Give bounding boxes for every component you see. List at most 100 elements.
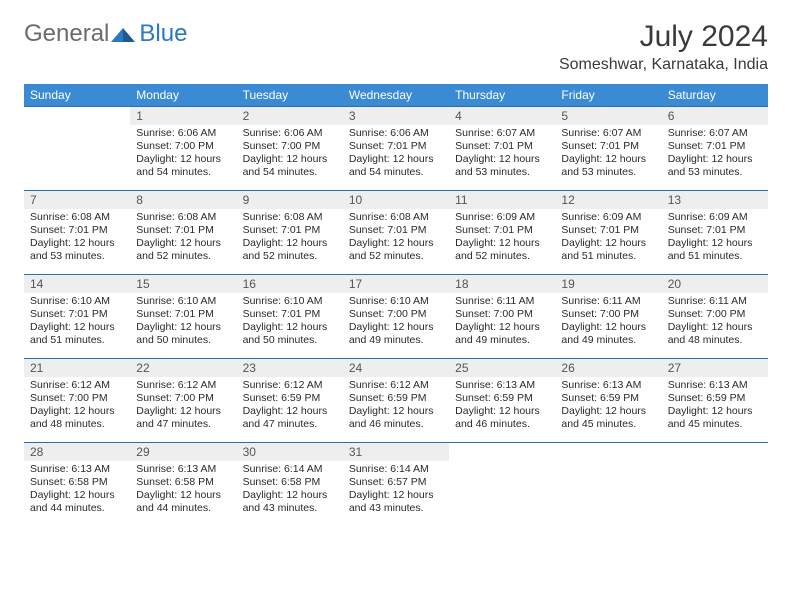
day-number: 26 (555, 359, 661, 377)
day-number: 12 (555, 191, 661, 209)
day-line: Sunset: 6:58 PM (243, 476, 337, 489)
calendar-cell: 21 Sunrise: 6:12 AMSunset: 7:00 PMDayligh… (24, 358, 130, 442)
day-line: Sunrise: 6:13 AM (561, 379, 655, 392)
calendar-cell: 2Sunrise: 6:06 AMSunset: 7:00 PMDaylight… (237, 106, 343, 190)
calendar-cell: 16Sunrise: 6:10 AMSunset: 7:01 PMDayligh… (237, 274, 343, 358)
day-line: and 52 minutes. (136, 250, 230, 263)
day-line: and 49 minutes. (349, 334, 443, 347)
day-line: Sunset: 7:00 PM (349, 308, 443, 321)
day-line: Sunset: 7:00 PM (30, 392, 124, 405)
day-line: Sunset: 7:00 PM (455, 308, 549, 321)
day-line: Daylight: 12 hours (668, 405, 762, 418)
day-line: Daylight: 12 hours (349, 237, 443, 250)
day-line: Daylight: 12 hours (455, 153, 549, 166)
day-body: Sunrise: 6:12 AMSunset: 6:59 PMDaylight:… (237, 377, 343, 436)
day-line: Sunrise: 6:12 AM (136, 379, 230, 392)
day-number: 15 (130, 275, 236, 293)
day-body: Sunrise: 6:12 AMSunset: 7:00 PMDaylight:… (130, 377, 236, 436)
calendar-cell: 7Sunrise: 6:08 AMSunset: 7:01 PMDaylight… (24, 190, 130, 274)
day-line: Sunset: 6:58 PM (30, 476, 124, 489)
calendar-cell: 3Sunrise: 6:06 AMSunset: 7:01 PMDaylight… (343, 106, 449, 190)
day-line: Daylight: 12 hours (561, 153, 655, 166)
day-line: Daylight: 12 hours (243, 405, 337, 418)
day-line: Sunrise: 6:06 AM (349, 127, 443, 140)
day-line: Sunrise: 6:06 AM (136, 127, 230, 140)
day-line: Daylight: 12 hours (30, 405, 124, 418)
day-line: Sunset: 7:00 PM (668, 308, 762, 321)
day-line: Sunrise: 6:12 AM (30, 379, 124, 392)
day-line: Sunset: 7:00 PM (136, 140, 230, 153)
day-line: Daylight: 12 hours (668, 237, 762, 250)
calendar-cell (662, 442, 768, 526)
logo-mark-icon (111, 24, 137, 44)
calendar-cell: 27Sunrise: 6:13 AMSunset: 6:59 PMDayligh… (662, 358, 768, 442)
day-line: Sunrise: 6:12 AM (349, 379, 443, 392)
day-line: Daylight: 12 hours (455, 237, 549, 250)
day-header: Sunday (24, 84, 130, 106)
day-line: Daylight: 12 hours (243, 237, 337, 250)
day-line: and 50 minutes. (243, 334, 337, 347)
day-line: and 51 minutes. (668, 250, 762, 263)
day-line: Sunrise: 6:09 AM (668, 211, 762, 224)
day-line: Sunrise: 6:11 AM (455, 295, 549, 308)
day-body: Sunrise: 6:06 AMSunset: 7:01 PMDaylight:… (343, 125, 449, 184)
day-line: Sunset: 6:59 PM (243, 392, 337, 405)
day-number: 31 (343, 443, 449, 461)
calendar-cell: 1 Sunrise: 6:06 AMSunset: 7:00 PMDaylight… (130, 106, 236, 190)
calendar-cell (449, 442, 555, 526)
day-line: Sunrise: 6:08 AM (243, 211, 337, 224)
day-line: Sunrise: 6:07 AM (561, 127, 655, 140)
day-line: Sunset: 6:59 PM (349, 392, 443, 405)
day-line: Sunset: 7:01 PM (30, 308, 124, 321)
day-body: Sunrise: 6:12 AMSunset: 6:59 PMDaylight:… (343, 377, 449, 436)
day-line: Daylight: 12 hours (136, 321, 230, 334)
day-number: 1 (130, 107, 236, 125)
day-line: and 53 minutes. (455, 166, 549, 179)
day-line: and 47 minutes. (243, 418, 337, 431)
day-number: 14 (24, 275, 130, 293)
day-line: Sunrise: 6:10 AM (136, 295, 230, 308)
day-number: 22 (130, 359, 236, 377)
day-line: and 44 minutes. (136, 502, 230, 515)
day-line: Sunset: 7:01 PM (349, 140, 443, 153)
day-number: 21 (24, 359, 130, 377)
day-line: Daylight: 12 hours (561, 405, 655, 418)
calendar-cell: 26Sunrise: 6:13 AMSunset: 6:59 PMDayligh… (555, 358, 661, 442)
day-line: Sunset: 7:01 PM (30, 224, 124, 237)
day-line: Sunrise: 6:07 AM (455, 127, 549, 140)
calendar-cell: 31Sunrise: 6:14 AMSunset: 6:57 PMDayligh… (343, 442, 449, 526)
calendar-cell: 17Sunrise: 6:10 AMSunset: 7:00 PMDayligh… (343, 274, 449, 358)
page-header: General Blue July 2024 Someshwar, Karnat… (24, 20, 768, 74)
day-line: Daylight: 12 hours (136, 153, 230, 166)
day-body: Sunrise: 6:06 AMSunset: 7:00 PMDaylight:… (237, 125, 343, 184)
day-line: Sunrise: 6:12 AM (243, 379, 337, 392)
day-line: Sunset: 7:01 PM (349, 224, 443, 237)
calendar-cell: 8Sunrise: 6:08 AMSunset: 7:01 PMDaylight… (130, 190, 236, 274)
day-line: Sunset: 6:59 PM (455, 392, 549, 405)
day-line: Sunset: 7:01 PM (668, 140, 762, 153)
day-line: Sunrise: 6:06 AM (243, 127, 337, 140)
day-line: Sunrise: 6:11 AM (668, 295, 762, 308)
day-body: Sunrise: 6:13 AMSunset: 6:59 PMDaylight:… (449, 377, 555, 436)
day-line: Sunrise: 6:08 AM (30, 211, 124, 224)
day-line: Sunset: 7:00 PM (136, 392, 230, 405)
day-number: 23 (237, 359, 343, 377)
day-line: and 51 minutes. (30, 334, 124, 347)
day-line: Sunrise: 6:10 AM (349, 295, 443, 308)
day-number: 18 (449, 275, 555, 293)
day-header: Thursday (449, 84, 555, 106)
day-number: 6 (662, 107, 768, 125)
day-body: Sunrise: 6:13 AMSunset: 6:59 PMDaylight:… (662, 377, 768, 436)
title-block: July 2024 Someshwar, Karnataka, India (559, 20, 768, 74)
calendar-cell: 15Sunrise: 6:10 AMSunset: 7:01 PMDayligh… (130, 274, 236, 358)
day-body: Sunrise: 6:07 AMSunset: 7:01 PMDaylight:… (449, 125, 555, 184)
calendar-cell: 30Sunrise: 6:14 AMSunset: 6:58 PMDayligh… (237, 442, 343, 526)
calendar-cell: 10Sunrise: 6:08 AMSunset: 7:01 PMDayligh… (343, 190, 449, 274)
calendar-cell (24, 106, 130, 190)
day-line: Daylight: 12 hours (136, 405, 230, 418)
day-line: Sunset: 7:01 PM (455, 140, 549, 153)
day-line: and 45 minutes. (561, 418, 655, 431)
day-line: and 51 minutes. (561, 250, 655, 263)
day-line: Sunrise: 6:07 AM (668, 127, 762, 140)
day-line: Sunset: 7:01 PM (243, 224, 337, 237)
